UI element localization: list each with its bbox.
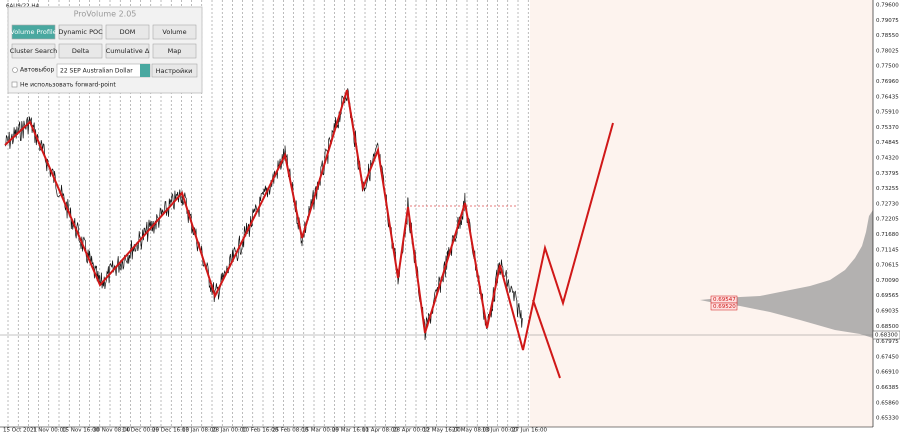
current-price-box <box>872 330 900 340</box>
button-label: Volume <box>162 28 186 36</box>
price-tick-label: 0.69565 <box>876 293 899 299</box>
price-tick-label: 0.72730 <box>876 201 899 207</box>
projection <box>532 299 561 379</box>
button-group: Cluster Search <box>10 43 57 59</box>
time-tick-label: 15 Oct 2021 <box>3 428 37 434</box>
symbol: 6AU9/22,H4 <box>6 4 40 10</box>
price-tick-label: 0.65860 <box>876 400 899 406</box>
button-label: Dynamic POC <box>58 28 103 36</box>
forward-point[interactable]: Не использовать forward-point <box>20 82 116 89</box>
zigzag <box>4 89 614 351</box>
price-tick-label: 0.66385 <box>876 385 899 391</box>
button[interactable] <box>11 24 56 40</box>
time-tick-label: 29 Mar 16:00 <box>332 428 369 434</box>
instrument: 22 SEP Australian Dollar <box>60 68 133 75</box>
panel-title: ProVolume 2.05 <box>74 10 137 19</box>
select-arrow[interactable] <box>140 64 150 77</box>
price-tick-label: 0.75910 <box>876 110 899 116</box>
button-group: Delta <box>58 43 103 59</box>
button-label: Delta <box>72 47 89 55</box>
future-area <box>530 0 873 427</box>
price-tick-label: 0.67450 <box>876 354 899 360</box>
price-series <box>4 88 523 341</box>
level-label: 0.69547 <box>713 297 736 303</box>
time-tick-label: 15 Mar 00:00 <box>302 428 339 434</box>
price-tick-label: 0.71680 <box>876 232 899 238</box>
button[interactable] <box>11 43 56 59</box>
button-label: Map <box>168 47 182 55</box>
price-tick-label: 0.76435 <box>876 94 899 100</box>
time-tick-label: 14 Dec 00:00 <box>122 428 159 434</box>
time-tick-label: 27 Jun 16:00 <box>512 428 547 434</box>
settings: Настройки <box>156 67 193 75</box>
button[interactable] <box>152 24 197 40</box>
button-label: Cluster Search <box>10 47 57 55</box>
price-tick-label: 0.75370 <box>876 125 899 131</box>
price-tick-label: 0.69035 <box>876 309 899 315</box>
time-tick-label: 13 Jun 00:00 <box>482 428 517 434</box>
price-tick-label: 0.68500 <box>876 324 899 330</box>
settings-button[interactable] <box>151 63 198 78</box>
button[interactable] <box>58 43 103 59</box>
button-label: Cumulative Δ <box>106 47 150 55</box>
time-tick-label: 25 Feb 08:00 <box>272 428 309 434</box>
button-label: DOM <box>120 28 136 36</box>
price-tick-label: 0.74845 <box>876 140 899 146</box>
time-tick-label: 29 Dec 16:00 <box>152 428 189 434</box>
time-tick-label: 28 Jan 00:00 <box>212 428 247 434</box>
time-tick-label: 27 May 08:00 <box>452 428 490 434</box>
radio[interactable] <box>12 67 18 73</box>
price-tick-label: 0.79075 <box>876 18 899 24</box>
time-tick-label: 12 May 16:00 <box>423 428 461 434</box>
level-box <box>710 302 738 311</box>
button-group: Dynamic POC <box>58 24 103 40</box>
time-tick-label: 11 Apr 08:00 <box>362 428 398 434</box>
price-tick-label: 0.66910 <box>876 370 899 376</box>
button[interactable] <box>105 43 150 59</box>
current-price: 0.68300 <box>875 333 898 339</box>
panel: ProVolume 2.05 Volume Profile Dynamic POC… <box>7 6 203 94</box>
auto-select[interactable]: Автовыбор <box>20 67 54 74</box>
button-label: Volume Profile <box>10 28 56 36</box>
time-tick-label: 30 Nov 08:00 <box>93 428 131 434</box>
price-tick-label: 0.72205 <box>876 217 899 223</box>
price-tick-label: 0.78550 <box>876 33 899 39</box>
price-tick-label: 0.77500 <box>876 64 899 70</box>
button-group: DOM <box>105 24 150 40</box>
price-tick-label: 0.65330 <box>876 416 899 422</box>
price-tick-label: 0.70090 <box>876 278 899 284</box>
price-axis <box>873 0 900 435</box>
checkbox[interactable] <box>11 81 18 88</box>
button-group: Cumulative Δ <box>105 43 150 59</box>
level-label: 0.69520 <box>713 304 736 310</box>
time-tick-label: 1 Nov 00:00 <box>33 428 67 434</box>
button-group: Volume <box>152 24 197 40</box>
button-group: Map <box>152 43 197 59</box>
price-tick-label: 0.74320 <box>876 156 899 162</box>
price-tick-label: 0.70615 <box>876 263 899 269</box>
time-tick-label: 13 Jan 08:00 <box>182 428 217 434</box>
button[interactable] <box>58 24 103 40</box>
time-tick-label: 28 Apr 00:00 <box>393 428 429 434</box>
price-tick-label: 0.78025 <box>876 48 899 54</box>
time-tick-label: 10 Feb 16:00 <box>242 428 279 434</box>
price-tick-label: 0.79600 <box>876 3 899 9</box>
price-tick-label: 0.71145 <box>876 247 899 253</box>
price-tick-label: 0.73795 <box>876 171 899 177</box>
volume-profile <box>700 210 873 338</box>
price-tick-label: 0.76960 <box>876 79 899 85</box>
price-tick-label: 0.73255 <box>876 186 899 192</box>
time-tick-label: 15 Nov 16:00 <box>62 428 100 434</box>
button-group: Volume Profile <box>10 24 57 40</box>
button[interactable] <box>152 43 197 59</box>
price-tick-label: 0.67975 <box>876 339 899 345</box>
button[interactable] <box>105 24 150 40</box>
